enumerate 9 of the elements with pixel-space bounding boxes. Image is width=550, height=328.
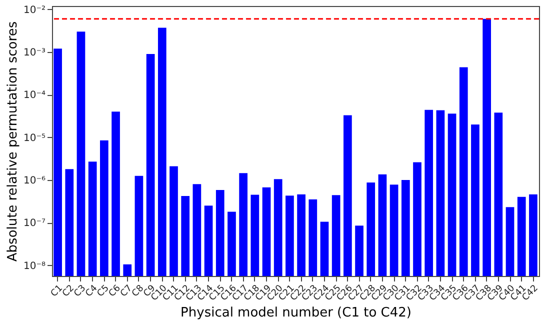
x-axis-title: Physical model number (C1 to C42) [180,305,412,320]
y-tick-label: 10⁻⁴ [23,90,46,102]
y-tick-label: 10⁻⁷ [23,218,46,230]
y-tick-label: 10⁻³ [23,48,46,59]
y-tick-label: 10⁻⁵ [23,132,46,144]
y-tick-label: 10⁻² [23,4,46,16]
y-axis-title: Absolute relative permutation scores [5,21,20,262]
y-tick-label: 10⁻⁸ [23,260,46,272]
y-tick-label: 10⁻⁶ [23,175,46,186]
